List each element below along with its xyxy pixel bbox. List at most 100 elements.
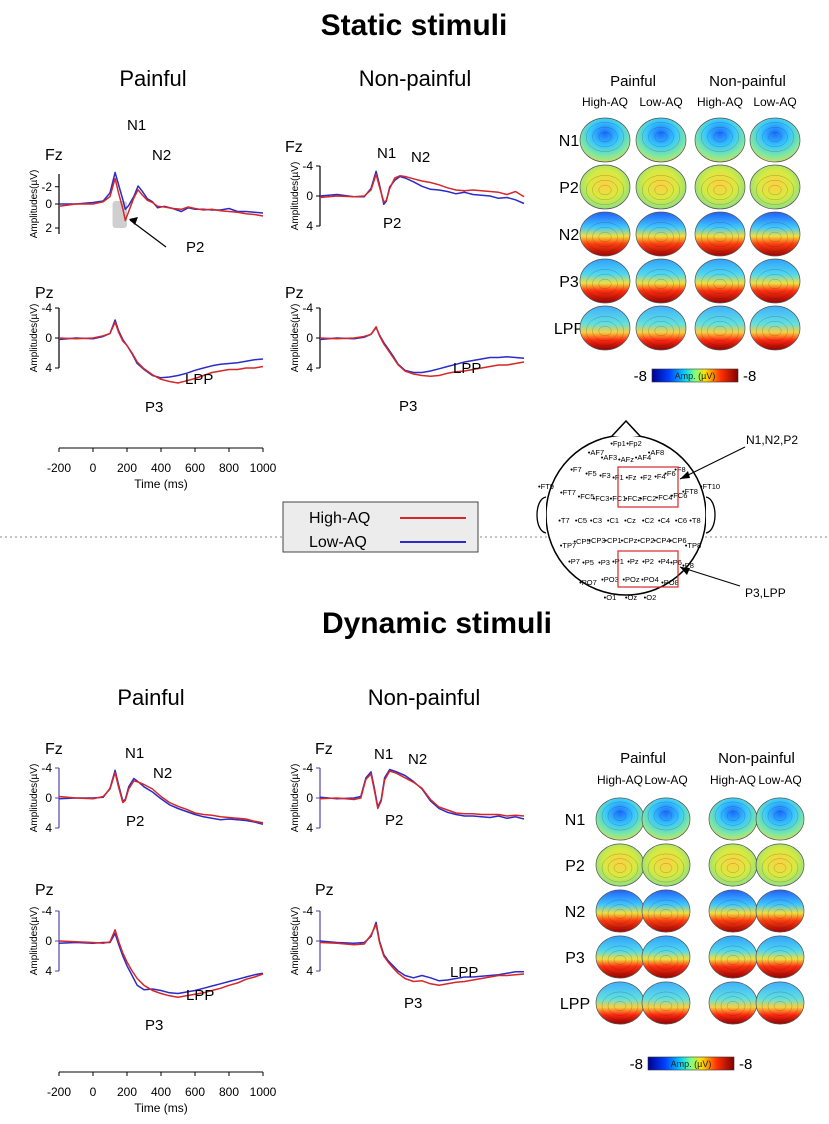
electrode-f7: •F7	[570, 465, 581, 474]
time-axis-static: -200 0 200 400 600 800 1000 Time (ms)	[47, 447, 277, 491]
electrode-oz: •Oz	[625, 593, 637, 602]
topo-head-map	[595, 981, 645, 1025]
topo-head-map	[708, 981, 758, 1025]
topo-head-map	[708, 889, 758, 933]
colorbar-min: -8	[634, 368, 647, 385]
electrode-f6: •F6	[664, 469, 675, 478]
topo-head-map	[635, 117, 687, 163]
time-tick-label: -200	[47, 461, 71, 475]
nose	[611, 419, 641, 437]
y-tick-label: 0	[306, 331, 313, 345]
topo-sub-label: High-AQ	[597, 773, 643, 787]
roi-frontal-box	[617, 466, 679, 508]
y-tick-label: 0	[45, 934, 52, 948]
time-tick-label: 600	[185, 1085, 205, 1099]
colorbar-max: -8	[743, 368, 756, 385]
peak-label: LPP	[185, 371, 213, 388]
topo-head-map	[595, 935, 645, 979]
peak-label: N2	[408, 751, 427, 768]
topo-head-map	[595, 843, 645, 887]
electrode-poz: •POz	[622, 575, 639, 584]
electrode-o1: •O1	[604, 593, 617, 602]
channel-label: Pz	[285, 285, 304, 302]
topo-head-map	[749, 305, 801, 351]
electrode-cp6: •CP6	[669, 536, 686, 545]
electrode-af7: •AF7	[588, 448, 604, 457]
electrode-f8: •F8	[674, 465, 685, 474]
topo-row-label: N1	[565, 812, 586, 829]
series-line-high-aq	[319, 173, 525, 203]
peak-label: N2	[153, 765, 172, 782]
electrode-montage: •Fp1 •Fp2•AF7•AF3 •AFz •AF4•AF8•F7 •F5 •F3 •F1…	[536, 419, 798, 602]
annot-arrow-top	[679, 446, 746, 480]
topo-row-label: LPP	[554, 321, 584, 338]
time-axis-label: Time (ms)	[134, 477, 188, 491]
y-tick-label: -4	[41, 904, 52, 918]
electrode-cz: •Cz	[624, 516, 636, 525]
y-tick-label: 4	[306, 361, 313, 375]
annot-arrowhead-bottom	[680, 567, 690, 575]
topo-head-map	[595, 797, 645, 841]
y-tick-label: -2	[41, 180, 52, 194]
topo-row-label: P2	[559, 180, 579, 197]
topo-head-map	[641, 889, 691, 933]
annot-label-top: N1,N2,P2	[746, 433, 798, 447]
y-tick-label: -4	[302, 159, 313, 173]
y-tick-label: 0	[45, 197, 52, 211]
y-axis-label: Amplitudes(µV)	[290, 162, 301, 231]
electrode-cp1: •CP1	[604, 536, 621, 545]
peak-label: P2	[126, 813, 144, 830]
electrode-po8: •PO8	[661, 578, 679, 587]
peak-label: N2	[152, 147, 171, 164]
static-title: Static stimuli	[321, 9, 508, 42]
electrode-fc5: •FC5	[578, 492, 595, 501]
peak-label: LPP	[453, 360, 481, 377]
electrode-fc4: •FC4	[656, 493, 673, 502]
electrode-o2: •O2	[644, 593, 657, 602]
electrode-ft8: •FT8	[682, 487, 698, 496]
y-tick-label: 0	[306, 791, 313, 805]
electrode-tp7: •TP7	[560, 541, 576, 550]
chart-static-nonpainful-fz: -4 0 4 Amplitudes(µV) Fz N1 N2 P2	[285, 139, 525, 233]
right-ear	[705, 496, 716, 534]
y-tick-label: 4	[306, 964, 313, 978]
peak-label: P2	[186, 239, 204, 256]
electrode-afz: •AFz	[618, 455, 634, 464]
topo-head-map	[579, 164, 631, 210]
electrode-p8: •P8	[682, 561, 694, 570]
topo-row-label: LPP	[560, 996, 590, 1013]
topo-row-label: N2	[559, 227, 580, 244]
y-tick-label: 0	[306, 934, 313, 948]
topo-head-map	[641, 981, 691, 1025]
electrode-cp3: •CP3	[588, 536, 605, 545]
colorbar-max: -8	[739, 1056, 752, 1073]
chart-static-painful-fz: -2 0 2 Amplitudes(µV) Fz N1 N2 P2	[29, 117, 264, 256]
electrode-cpz: •CPz	[621, 536, 638, 545]
electrode-ft7: •FT7	[560, 488, 576, 497]
topo-head-map	[635, 211, 687, 257]
topo-row-label: P3	[559, 274, 579, 291]
channel-label: Fz	[315, 741, 333, 758]
electrode-ft9: •FT9	[538, 482, 554, 491]
chart-static-nonpainful-pz: -4 0 4 Amplitudes(µV) Pz LPP P3	[285, 285, 525, 415]
topo-head-map	[579, 117, 631, 163]
time-tick-label: 1000	[250, 1085, 277, 1099]
topo-row-label: N1	[559, 133, 580, 150]
colorbar-gradient	[647, 1056, 735, 1071]
topo-sub-label: High-AQ	[710, 773, 756, 787]
time-axis-dynamic: -200 0 200 400 600 800 1000 Time (ms)	[47, 1071, 277, 1115]
series-line-low-aq	[319, 921, 524, 982]
electrode-af4: •AF4	[635, 453, 651, 462]
topo-group-label: Painful	[610, 73, 656, 90]
topo-sub-label: Low-AQ	[639, 95, 682, 109]
roi-parietal-box	[617, 550, 679, 588]
electrode-c1: •C1	[607, 516, 619, 525]
electrode-p7: •P7	[568, 557, 580, 566]
topo-head-map	[641, 797, 691, 841]
electrode-fcz: •FCz	[625, 494, 642, 503]
topo-sub-label: High-AQ	[582, 95, 628, 109]
electrode-c5: •C5	[575, 516, 587, 525]
y-tick-label: -4	[302, 904, 313, 918]
y-axis-label: Amplitudes(µV)	[29, 907, 40, 976]
